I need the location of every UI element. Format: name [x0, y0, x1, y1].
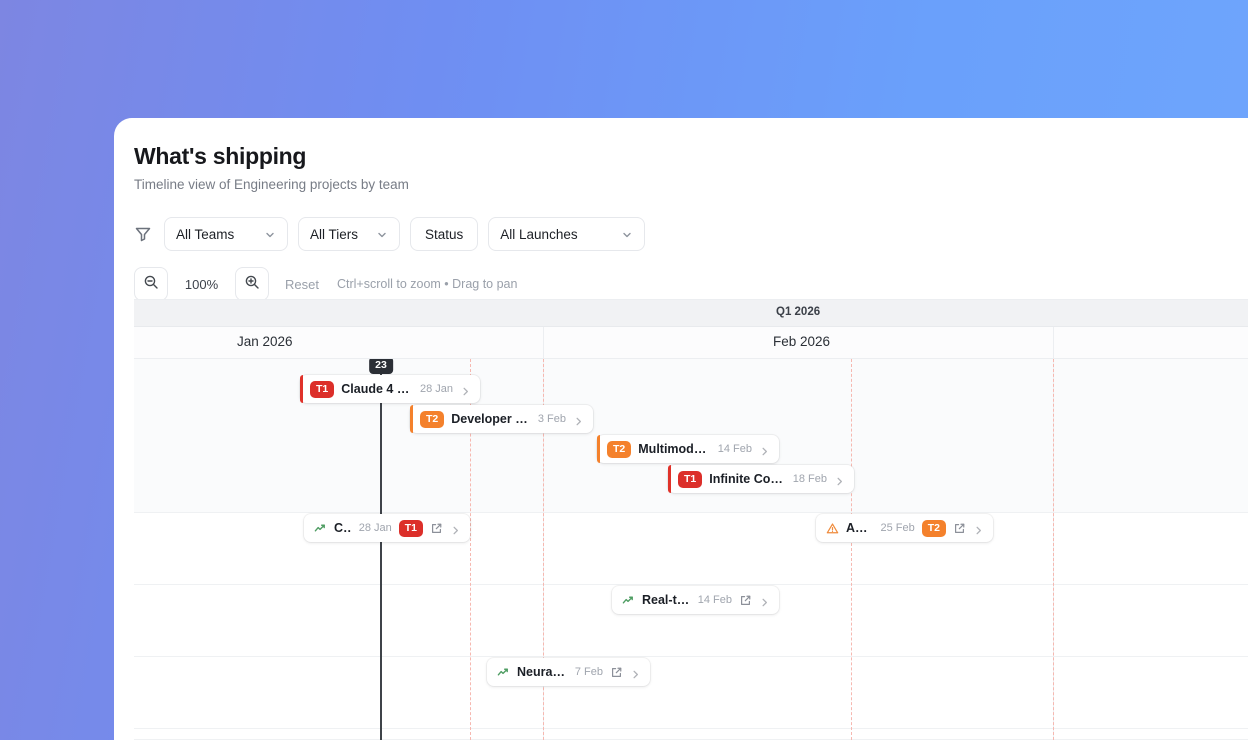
zoom-level: 100% — [184, 276, 219, 292]
milestone-marker-line — [1053, 359, 1054, 740]
external-link-icon[interactable] — [610, 666, 623, 679]
chevron-right-icon[interactable] — [450, 523, 461, 534]
task-date: 18 Feb — [792, 473, 827, 485]
zoom-out-icon — [143, 274, 159, 295]
timeline-task-bar[interactable]: Real-time Multi... 14 Feb — [612, 586, 779, 614]
timeline-grid[interactable]: 23 T1 Claude 4 Opus + ... 28 Jan T2 Developer… — [134, 359, 1248, 740]
zoom-hint-text: Ctrl+scroll to zoom • Drag to pan — [336, 277, 518, 291]
task-name: Multimodal Real-t... — [638, 442, 710, 456]
chevron-down-icon — [376, 228, 388, 240]
today-marker-line — [380, 359, 382, 740]
milestone-marker-line — [470, 359, 471, 740]
month-label: Jan 2026 — [237, 334, 293, 349]
page-title: What's shipping — [134, 143, 307, 169]
chevron-down-icon — [621, 228, 633, 240]
zoom-in-icon — [244, 274, 260, 295]
task-tier-badge: T2 — [921, 519, 946, 537]
page-subtitle: Timeline view of Engineering projects by… — [134, 177, 409, 192]
reset-zoom-button[interactable]: Reset — [285, 276, 319, 292]
task-name: Infinite Context + ... — [709, 472, 785, 486]
task-tier-badge: T1 — [398, 519, 423, 537]
quarter-label: Q1 2026 — [776, 306, 821, 318]
timeline-task-bar[interactable]: Autonomo... 25 Feb T2 — [816, 514, 993, 542]
chevron-right-icon[interactable] — [834, 474, 845, 485]
task-date: 14 Feb — [697, 594, 732, 606]
timeline-row-band — [134, 513, 1248, 585]
filter-teams-label: All Teams — [176, 226, 235, 242]
filter-launches-select[interactable]: All Launches — [488, 217, 646, 251]
timeline-task-bar[interactable]: T1 Infinite Context + ... 18 Feb — [668, 465, 854, 493]
external-link-icon[interactable] — [739, 594, 752, 607]
task-date: 3 Feb — [537, 413, 566, 425]
chevron-right-icon[interactable] — [759, 444, 770, 455]
task-date: 28 Jan — [419, 383, 453, 395]
task-name: Claude 4 ... — [334, 521, 352, 535]
funnel-icon — [134, 225, 152, 243]
filter-bar: All Teams All Tiers Status All Launches — [134, 217, 1248, 251]
filter-launches-label: All Launches — [500, 226, 578, 242]
month-divider — [543, 327, 544, 358]
filter-teams-select[interactable]: All Teams — [164, 217, 288, 251]
chevron-right-icon[interactable] — [759, 595, 770, 606]
task-name: Real-time Multi... — [642, 593, 691, 607]
page-header: What's shipping Timeline view of Enginee… — [114, 118, 1248, 301]
filter-status-button[interactable]: Status — [410, 217, 479, 251]
filter-tiers-label: All Tiers — [310, 226, 359, 242]
task-tier-badge: T1 — [310, 380, 335, 398]
app-panel: What's shipping Timeline view of Enginee… — [114, 118, 1248, 740]
trend-up-icon — [314, 522, 327, 535]
task-date: 25 Feb — [880, 522, 915, 534]
external-link-icon[interactable] — [430, 522, 443, 535]
chevron-right-icon[interactable] — [573, 414, 584, 425]
external-link-icon[interactable] — [953, 522, 966, 535]
timeline-quarter-header: Q1 2026 — [134, 300, 1248, 327]
today-marker-badge: 23 — [369, 359, 393, 374]
chevron-right-icon[interactable] — [630, 667, 641, 678]
task-name: Developer Experie... — [451, 412, 531, 426]
timeline-task-bar[interactable]: T2 Developer Experie... 3 Feb — [410, 405, 593, 433]
task-date: 14 Feb — [717, 443, 752, 455]
timeline-task-bar[interactable]: Claude 4 ... 28 Jan T1 — [304, 514, 470, 542]
task-date: 28 Jan — [358, 522, 392, 534]
warning-triangle-icon — [826, 522, 839, 535]
task-name: Autonomo... — [846, 521, 873, 535]
task-tier-badge: T1 — [678, 470, 703, 488]
zoom-in-button[interactable] — [235, 267, 269, 301]
milestone-marker-line — [543, 359, 544, 740]
task-tier-badge: T2 — [420, 410, 445, 428]
task-name: Claude 4 Opus + ... — [341, 382, 413, 396]
timeline-row-band — [134, 657, 1248, 729]
zoom-bar: 100% Reset Ctrl+scroll to zoom • Drag to… — [134, 267, 1248, 301]
month-label: Feb 2026 — [773, 334, 831, 349]
month-divider — [1053, 327, 1054, 358]
timeline-row-band — [134, 729, 1248, 740]
trend-up-icon — [497, 666, 510, 679]
trend-up-icon — [622, 594, 635, 607]
timeline-task-bar[interactable]: T2 Multimodal Real-t... 14 Feb — [597, 435, 779, 463]
chevron-down-icon — [264, 228, 276, 240]
timeline[interactable]: Q1 2026 Jan 2026 Feb 2026 23 T1 Claude 4 Op… — [134, 299, 1248, 740]
timeline-month-header: Jan 2026 Feb 2026 — [134, 327, 1248, 359]
task-name: Neural Computer... — [517, 665, 568, 679]
timeline-task-bar[interactable]: T1 Claude 4 Opus + ... 28 Jan — [300, 375, 480, 403]
task-date: 7 Feb — [574, 666, 603, 678]
task-tier-badge: T2 — [607, 440, 632, 458]
timeline-row-band — [134, 585, 1248, 657]
filter-tiers-select[interactable]: All Tiers — [298, 217, 400, 251]
chevron-right-icon[interactable] — [973, 523, 984, 534]
milestone-marker-line — [851, 359, 852, 740]
chevron-right-icon[interactable] — [460, 384, 471, 395]
zoom-out-button[interactable] — [134, 267, 168, 301]
timeline-task-bar[interactable]: Neural Computer... 7 Feb — [487, 658, 650, 686]
